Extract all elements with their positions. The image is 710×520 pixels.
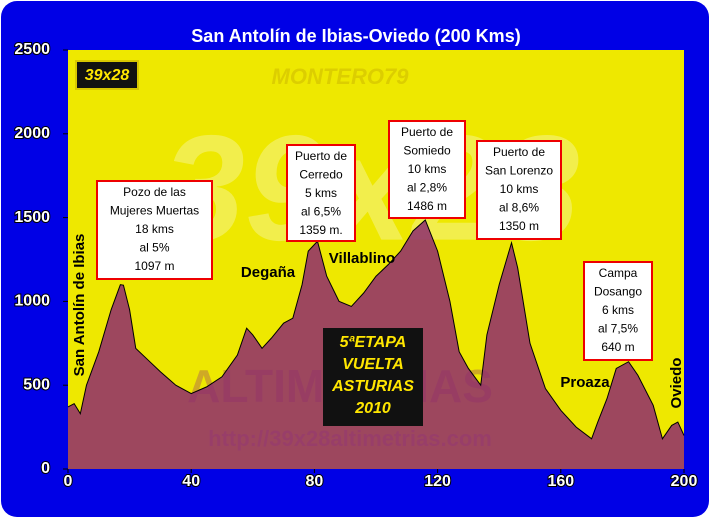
annotation-text: 640 m <box>601 340 634 354</box>
badge: 39x28 <box>85 67 130 84</box>
stage-text: ASTURIAS <box>331 378 414 395</box>
y-tick-label: 1500 <box>14 209 50 226</box>
chart-title: San Antolín de Ibias-Oviedo (200 Kms) <box>191 26 520 46</box>
annotation-box <box>388 120 466 219</box>
annotation-text: 5 kms <box>305 186 337 200</box>
x-tick-label: 40 <box>182 473 200 490</box>
x-tick-label: 80 <box>306 473 324 490</box>
annotation-text: Cerredo <box>299 168 343 182</box>
stage-box <box>323 328 423 426</box>
place-label: Degaña <box>241 264 296 281</box>
x-tick-label: 120 <box>424 473 451 490</box>
y-tick-label: 0 <box>41 460 50 477</box>
annotation-text: 6 kms <box>602 303 634 317</box>
x-tick-label: 160 <box>547 473 574 490</box>
x-tick-label: 0 <box>64 473 73 490</box>
watermark: MONTERO79 <box>272 64 410 89</box>
annotation-text: Puerto de <box>493 145 545 159</box>
annotation-text: 18 kms <box>135 222 174 236</box>
y-tick-label: 2000 <box>14 125 50 142</box>
y-tick-label: 500 <box>23 376 50 393</box>
annotation-text: 10 kms <box>408 162 447 176</box>
stage-text: 2010 <box>354 400 391 417</box>
x-tick-label: 200 <box>671 473 698 490</box>
annotation-text: 1359 m. <box>299 223 342 237</box>
stage-text: 5ªETAPA <box>340 334 407 351</box>
annotation-box <box>476 140 562 240</box>
badge-box <box>75 60 139 90</box>
annotation-text: Campa <box>599 266 638 280</box>
stage-text: VUELTA <box>342 356 404 373</box>
annotation-text: 1097 m <box>134 259 174 273</box>
annotation-text: 1350 m <box>499 219 539 233</box>
annotation-text: Mujeres Muertas <box>110 204 199 218</box>
place-label: Villablino <box>329 250 395 267</box>
place-label: Oviedo <box>668 358 685 409</box>
annotation-text: al 8,6% <box>499 201 539 215</box>
y-tick-label: 2500 <box>14 41 50 58</box>
annotation-box <box>286 144 356 242</box>
annotation-text: 1486 m <box>407 199 447 213</box>
annotation-box <box>96 180 213 280</box>
annotation-text: Puerto de <box>401 125 453 139</box>
annotation-text: Dosango <box>594 285 642 299</box>
place-label: San Antolín de Ibias <box>71 234 88 377</box>
annotation-box <box>583 261 653 361</box>
annotation-text: Somiedo <box>403 144 451 158</box>
place-label: Proaza <box>560 374 610 391</box>
annotation-text: al 6,5% <box>301 205 341 219</box>
y-tick-label: 1000 <box>14 293 50 310</box>
annotation-text: al 5% <box>139 241 169 255</box>
annotation-text: 10 kms <box>500 182 539 196</box>
annotation-text: Puerto de <box>295 149 347 163</box>
annotation-text: al 7,5% <box>598 322 638 336</box>
annotation-text: Pozo de las <box>123 185 186 199</box>
profile-line <box>67 219 685 440</box>
annotation-text: al 2,8% <box>407 181 447 195</box>
annotation-text: San Lorenzo <box>485 164 553 178</box>
